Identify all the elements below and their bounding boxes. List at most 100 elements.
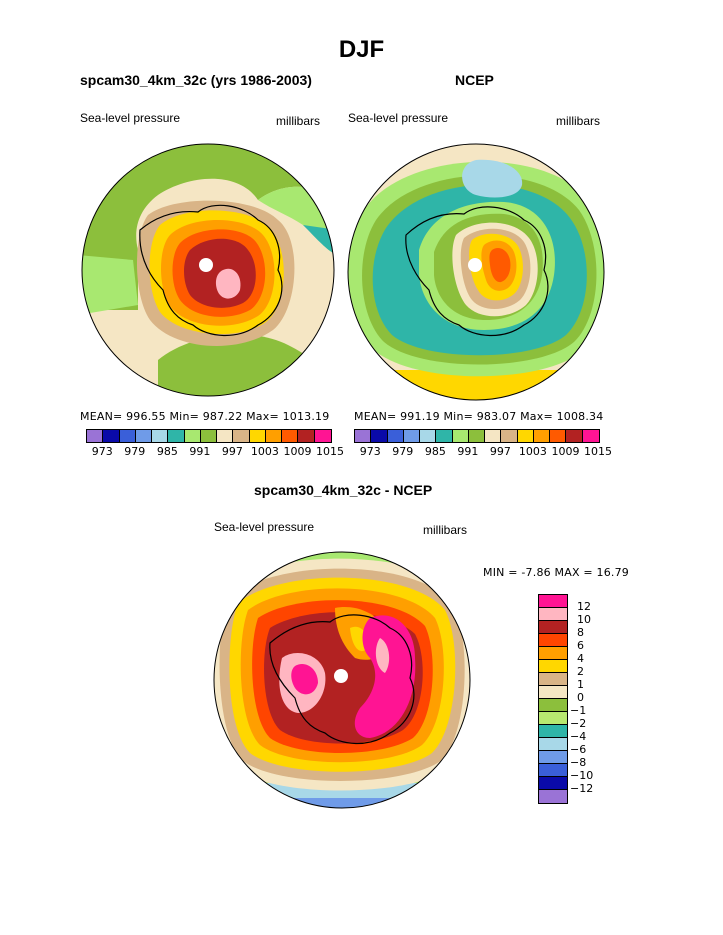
colorbar-tick-label: 991 <box>189 445 211 458</box>
map-band <box>82 144 334 310</box>
colorbar-tick-label: 12 <box>577 600 591 613</box>
right-units-label: millibars <box>556 114 601 128</box>
colorbar-swatch <box>168 430 185 442</box>
colorbar-tick-label: 979 <box>392 445 414 458</box>
left-colorbar-labels: 973 979 985 991 997 1003 1009 1015 <box>86 445 344 459</box>
pole-marker <box>468 258 482 272</box>
colorbar-tick-label: −4 <box>570 730 587 743</box>
map-border <box>347 143 605 401</box>
colorbar-swatch <box>217 430 234 442</box>
colorbar-swatch <box>517 430 534 442</box>
diff-panel-title: spcam30_4km_32c - NCEP <box>254 482 433 498</box>
colorbar-swatch <box>103 430 120 442</box>
colorbar-swatch <box>539 725 567 738</box>
colorbar-tick-label: 0 <box>577 691 584 704</box>
colorbar-swatch <box>249 430 266 442</box>
colorbar-tick-label: −6 <box>570 743 587 756</box>
colorbar-tick-label: 1009 <box>283 445 312 458</box>
colorbar-swatch <box>135 430 153 442</box>
colorbar-tick-label: 979 <box>124 445 146 458</box>
colorbar-tick-label: 1003 <box>518 445 547 458</box>
right-panel-title: NCEP <box>455 72 494 88</box>
colorbar-swatch <box>539 621 567 634</box>
map-band <box>375 638 390 673</box>
left-units-label: millibars <box>276 114 321 128</box>
colorbar-tick-label: 973 <box>91 445 113 458</box>
colorbar-swatch <box>355 430 372 442</box>
colorbar-swatch <box>200 430 218 442</box>
colorbar-swatch <box>184 430 201 442</box>
colorbar-swatch <box>539 595 567 608</box>
coastline <box>269 614 415 745</box>
map-band <box>489 248 511 283</box>
colorbar-swatch <box>566 430 583 442</box>
colorbar-swatch <box>436 430 453 442</box>
diff-units-label: millibars <box>423 523 468 537</box>
colorbar-swatch <box>539 673 567 686</box>
colorbar-tick-label: 1 <box>577 678 584 691</box>
colorbar-swatch <box>420 430 437 442</box>
pole-marker <box>199 258 213 272</box>
colorbar-swatch <box>539 738 567 751</box>
colorbar-swatch <box>468 430 486 442</box>
coastline <box>139 204 283 337</box>
colorbar-swatch <box>452 430 469 442</box>
colorbar-tick-label: 10 <box>577 613 591 626</box>
colorbar-tick-label: 1015 <box>584 445 612 458</box>
diff-stats: MIN = -7.86 MAX = 16.79 <box>483 566 629 579</box>
left-panel-title: spcam30_4km_32c (yrs 1986-2003) <box>80 72 312 88</box>
colorbar-swatch <box>550 430 567 442</box>
colorbar-swatch <box>582 430 599 442</box>
colorbar-swatch <box>371 430 388 442</box>
colorbar-tick-label: −1 <box>570 704 587 717</box>
map-band <box>82 255 138 315</box>
colorbar-swatch <box>282 430 299 442</box>
colorbar-tick-label: −8 <box>570 756 587 769</box>
diff-polar-map <box>213 551 471 809</box>
colorbar-tick-label: 2 <box>577 665 584 678</box>
colorbar-swatch <box>539 790 567 803</box>
colorbar-tick-label: 1015 <box>316 445 344 458</box>
map-band <box>354 615 416 738</box>
right-colorbar <box>354 429 600 443</box>
diff-field-label: Sea-level pressure <box>214 520 315 534</box>
colorbar-tick-label: −12 <box>570 782 594 795</box>
colorbar-tick-label: 985 <box>156 445 178 458</box>
colorbar-swatch <box>539 699 567 712</box>
coastline <box>405 206 549 337</box>
left-field-label: Sea-level pressure <box>80 111 181 125</box>
colorbar-tick-label: 4 <box>577 652 584 665</box>
figure-title: DJF <box>338 36 385 63</box>
map-border <box>81 143 335 397</box>
map-band <box>462 159 523 198</box>
map-band <box>215 268 241 299</box>
colorbar-tick-label: 985 <box>424 445 446 458</box>
right-field-label: Sea-level pressure <box>348 111 449 125</box>
colorbar-swatch <box>539 764 567 777</box>
colorbar-swatch <box>119 430 136 442</box>
colorbar-swatch <box>87 430 104 442</box>
colorbar-tick-label: 973 <box>359 445 381 458</box>
left-polar-map <box>81 143 335 397</box>
colorbar-swatch <box>298 430 315 442</box>
colorbar-swatch <box>533 430 551 442</box>
colorbar-tick-label: 991 <box>457 445 479 458</box>
colorbar-swatch <box>539 660 567 673</box>
colorbar-tick-label: 997 <box>489 445 511 458</box>
colorbar-tick-label: 6 <box>577 639 584 652</box>
colorbar-tick-label: 997 <box>221 445 243 458</box>
colorbar-swatch <box>485 430 502 442</box>
diff-colorbar-labels: 12 10 8 6 4 2 1 0 −1 −2 −4 −6 −8 −10 −12 <box>570 594 610 802</box>
colorbar-swatch <box>233 430 250 442</box>
colorbar-swatch <box>539 608 567 621</box>
map-border <box>213 551 471 809</box>
colorbar-tick-label: −2 <box>570 717 587 730</box>
colorbar-swatch <box>539 712 567 725</box>
left-colorbar <box>86 429 332 443</box>
colorbar-swatch <box>387 430 404 442</box>
colorbar-swatch <box>501 430 518 442</box>
left-stats: MEAN= 996.55 Min= 987.22 Max= 1013.19 <box>80 410 330 423</box>
colorbar-tick-label: 8 <box>577 626 584 639</box>
colorbar-swatch <box>539 647 567 660</box>
colorbar-tick-label: 1009 <box>551 445 580 458</box>
